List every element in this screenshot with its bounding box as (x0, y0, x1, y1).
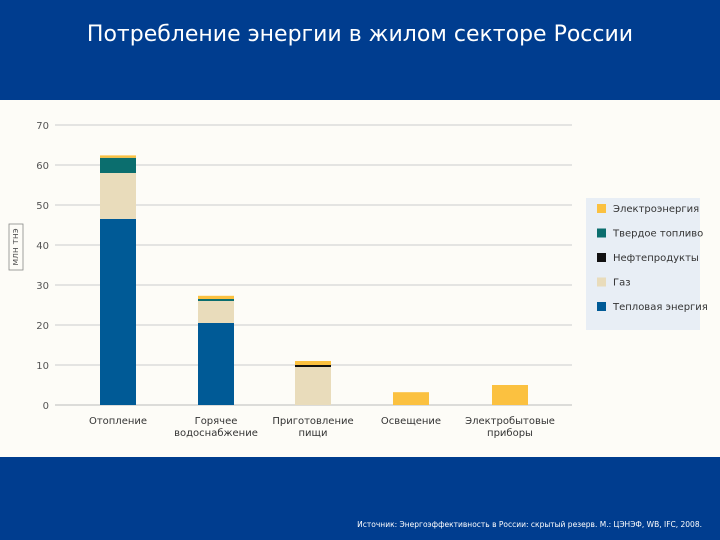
legend-swatch (597, 302, 606, 311)
chart-panel: 0 10 20 30 40 50 60 70 млн тнэ Отопление Горячее во… (0, 100, 720, 457)
legend-label: Твердое топливо (612, 229, 703, 240)
legend-swatch (597, 277, 606, 287)
y-tick-label: 20 (36, 321, 49, 332)
bar-segment (198, 323, 234, 405)
source-note: Источник: Энергоэффективность в России: … (357, 520, 702, 529)
y-tick-label: 10 (36, 361, 49, 372)
category-label: пищи (299, 428, 328, 439)
legend-label: Газ (613, 278, 631, 289)
y-tick-label: 70 (36, 121, 49, 132)
legend-swatch (597, 204, 606, 213)
bar-segment (198, 295, 234, 299)
bar-segment (295, 367, 331, 405)
y-tick-label: 40 (36, 241, 49, 252)
category-label: водоснабжение (174, 428, 258, 439)
bar-segment (100, 155, 136, 158)
bar-segment (100, 219, 136, 405)
slide-title: Потребление энергии в жилом секторе Росс… (86, 22, 634, 47)
bar-segment (100, 157, 136, 173)
category-label: Отопление (89, 416, 147, 427)
y-tick-label: 0 (43, 401, 49, 412)
bar-segment (393, 392, 429, 405)
legend-label: Тепловая энергия (612, 302, 708, 313)
bar-segment (295, 365, 331, 367)
legend-label: Электроэнергия (613, 204, 699, 215)
legend-swatch (597, 253, 606, 262)
bar-segment (198, 301, 234, 323)
bar-segment (100, 173, 136, 219)
category-label: Приготовление (272, 416, 353, 427)
category-label: Освещение (381, 416, 441, 427)
energy-chart: 0 10 20 30 40 50 60 70 млн тнэ Отопление Горячеево… (8, 121, 708, 439)
y-axis-label-box (8, 223, 24, 271)
category-label: Горячее (195, 416, 238, 427)
y-tick-label: 30 (36, 281, 49, 292)
y-axis-label: млн тнэ (11, 228, 21, 265)
y-tick-label: 60 (36, 161, 49, 172)
bar-segment (295, 361, 331, 365)
category-label: приборы (487, 428, 533, 439)
category-label: Электробытовые (465, 416, 555, 427)
bar-segment (198, 299, 234, 301)
legend-label: Нефтепродукты (613, 253, 699, 264)
legend-swatch (597, 228, 606, 238)
bar-segment (492, 385, 528, 405)
y-tick-label: 50 (36, 201, 49, 212)
